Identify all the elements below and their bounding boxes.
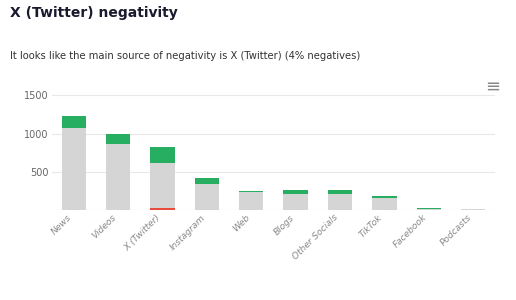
Bar [283, 194, 308, 210]
Bar [239, 192, 264, 210]
Bar [461, 209, 486, 210]
Text: ≡: ≡ [486, 78, 501, 96]
Text: X (Twitter) negativity: X (Twitter) negativity [10, 6, 178, 20]
Bar [106, 144, 131, 210]
Bar [239, 191, 264, 192]
Bar [372, 196, 397, 198]
Bar [150, 208, 175, 210]
Bar [328, 194, 352, 210]
Bar [61, 116, 86, 128]
Bar [150, 163, 175, 210]
Bar [106, 134, 131, 144]
Bar [328, 190, 352, 194]
Bar [61, 128, 86, 210]
Bar [416, 208, 441, 210]
Bar [195, 184, 219, 210]
Bar [150, 147, 175, 163]
Bar [195, 178, 219, 184]
Text: It looks like the main source of negativity is X (Twitter) (4% negatives): It looks like the main source of negativ… [10, 51, 361, 61]
Bar [283, 190, 308, 194]
Bar [372, 198, 397, 210]
